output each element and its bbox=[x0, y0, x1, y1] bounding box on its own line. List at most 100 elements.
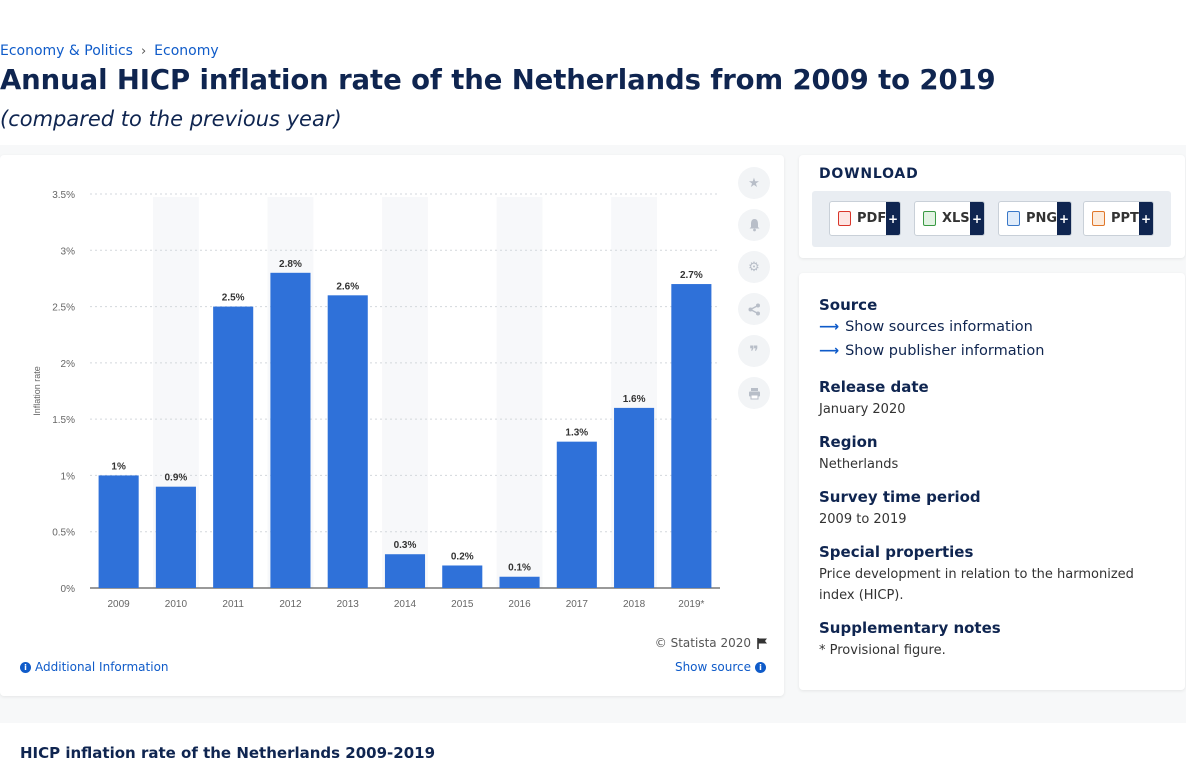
bell-icon[interactable] bbox=[738, 209, 770, 241]
star-icon[interactable]: ★ bbox=[738, 167, 770, 199]
print-icon[interactable] bbox=[738, 377, 770, 409]
data-label: 2.5% bbox=[222, 293, 245, 304]
flag-icon[interactable] bbox=[757, 637, 768, 649]
download-png-button[interactable]: PNG + bbox=[998, 201, 1072, 236]
ppt-icon bbox=[1092, 211, 1105, 226]
region-value: Netherlands bbox=[819, 457, 899, 472]
download-card: DOWNLOAD PDF + XLS + PNG + PPT + bbox=[799, 155, 1185, 258]
chart-tools: ★ ⚙ ❞ bbox=[738, 167, 770, 409]
additional-information-label: Additional Information bbox=[35, 660, 169, 674]
x-tick-label: 2010 bbox=[165, 599, 188, 610]
related-section: HICP inflation rate of the Netherlands 2… bbox=[0, 723, 1186, 760]
info-icon: i bbox=[755, 661, 766, 673]
copyright: © Statista 2020 bbox=[655, 636, 768, 650]
pdf-icon bbox=[838, 211, 851, 226]
supplementary-notes-value: * Provisional figure. bbox=[819, 643, 946, 658]
x-tick-label: 2009 bbox=[108, 599, 131, 610]
show-publisher-label: Show publisher information bbox=[845, 343, 1045, 359]
copyright-text: © Statista 2020 bbox=[654, 636, 751, 650]
download-title: DOWNLOAD bbox=[819, 166, 919, 182]
y-tick-label: 0% bbox=[61, 584, 76, 595]
show-publisher-link[interactable]: ⟶ Show publisher information bbox=[819, 343, 1044, 359]
bar bbox=[556, 441, 597, 588]
download-ppt-button[interactable]: PPT + bbox=[1083, 201, 1154, 236]
data-label: 2.8% bbox=[279, 259, 302, 270]
show-sources-label: Show sources information bbox=[845, 319, 1033, 335]
bar bbox=[499, 576, 540, 588]
y-tick-label: 0.5% bbox=[52, 528, 75, 539]
show-sources-link[interactable]: ⟶ Show sources information bbox=[819, 319, 1033, 335]
bar bbox=[213, 306, 254, 588]
x-tick-label: 2016 bbox=[508, 599, 531, 610]
statistic-details-card: Source ⟶ Show sources information ⟶ Show… bbox=[799, 273, 1185, 690]
breadcrumb-item-economy[interactable]: Economy bbox=[154, 43, 219, 59]
related-title: HICP inflation rate of the Netherlands 2… bbox=[20, 744, 436, 760]
gear-icon[interactable]: ⚙ bbox=[738, 251, 770, 283]
special-properties-heading: Special properties bbox=[819, 543, 974, 561]
bar bbox=[270, 272, 311, 588]
data-label: 1.3% bbox=[565, 428, 588, 439]
bar bbox=[671, 284, 712, 588]
column-band bbox=[382, 197, 428, 588]
survey-period-value: 2009 to 2019 bbox=[819, 512, 907, 527]
show-source-link[interactable]: Show source i bbox=[675, 660, 766, 674]
quote-icon[interactable]: ❞ bbox=[738, 335, 770, 367]
download-ppt-label: PPT bbox=[1111, 211, 1139, 226]
x-tick-label: 2014 bbox=[394, 599, 417, 610]
x-tick-label: 2017 bbox=[566, 599, 589, 610]
breadcrumb: Economy & Politics › Economy bbox=[0, 43, 219, 59]
y-tick-label: 2% bbox=[61, 359, 76, 370]
download-pdf-label: PDF bbox=[857, 211, 887, 226]
x-tick-label: 2011 bbox=[222, 599, 244, 610]
download-buttons: PDF + XLS + PNG + PPT + bbox=[812, 191, 1171, 247]
bar bbox=[442, 565, 483, 588]
y-tick-label: 3.5% bbox=[52, 190, 75, 201]
release-date-heading: Release date bbox=[819, 378, 929, 396]
png-plus-icon[interactable]: + bbox=[1057, 202, 1071, 235]
y-tick-label: 1% bbox=[61, 471, 76, 482]
additional-information-link[interactable]: i Additional Information bbox=[20, 660, 169, 674]
x-tick-label: 2013 bbox=[337, 599, 360, 610]
bar bbox=[614, 407, 655, 588]
bar bbox=[155, 486, 196, 588]
breadcrumb-item-economy-politics[interactable]: Economy & Politics bbox=[0, 43, 133, 59]
breadcrumb-separator: › bbox=[140, 43, 147, 59]
bar bbox=[384, 554, 426, 588]
x-tick-label: 2019* bbox=[678, 599, 704, 610]
page-subtitle: (compared to the previous year) bbox=[0, 107, 342, 131]
data-label: 2.7% bbox=[680, 270, 703, 281]
download-png-label: PNG bbox=[1026, 211, 1058, 226]
data-label: 0.9% bbox=[165, 473, 188, 484]
share-icon[interactable] bbox=[738, 293, 770, 325]
xls-plus-icon[interactable]: + bbox=[970, 202, 984, 235]
bar bbox=[98, 475, 139, 588]
data-label: 2.6% bbox=[336, 281, 359, 292]
bar-chart: 0% 0.5% 1% 1.5% 2% 2.5% 3% 3.5% Inflation rate 1%… bbox=[32, 190, 720, 610]
pdf-plus-icon[interactable]: + bbox=[886, 202, 900, 235]
x-tick-label: 2018 bbox=[623, 599, 646, 610]
arrow-right-icon: ⟶ bbox=[819, 319, 840, 335]
download-pdf-button[interactable]: PDF + bbox=[829, 201, 901, 236]
download-xls-button[interactable]: XLS + bbox=[914, 201, 985, 236]
special-properties-value: Price development in relation to the har… bbox=[819, 567, 1134, 603]
bar bbox=[327, 295, 368, 588]
data-label: 0.3% bbox=[394, 540, 417, 551]
release-date-value: January 2020 bbox=[819, 402, 906, 417]
y-tick-label: 3% bbox=[61, 246, 76, 257]
xls-icon bbox=[923, 211, 936, 226]
column-band bbox=[496, 197, 543, 588]
y-axis-label: Inflation rate bbox=[32, 366, 42, 416]
show-source-label: Show source bbox=[674, 660, 751, 674]
supplementary-notes-heading: Supplementary notes bbox=[819, 619, 1001, 637]
survey-period-heading: Survey time period bbox=[819, 488, 981, 506]
arrow-right-icon: ⟶ bbox=[819, 343, 840, 359]
chart-card: 0% 0.5% 1% 1.5% 2% 2.5% 3% 3.5% Inflation rate 1%… bbox=[0, 155, 784, 696]
data-label: 1% bbox=[111, 461, 126, 472]
source-heading: Source bbox=[819, 296, 878, 314]
x-tick-label: 2015 bbox=[451, 599, 474, 610]
download-xls-label: XLS bbox=[942, 211, 970, 226]
y-tick-label: 1.5% bbox=[52, 415, 75, 426]
ppt-plus-icon[interactable]: + bbox=[1139, 202, 1153, 235]
data-label: 0.2% bbox=[451, 551, 474, 562]
